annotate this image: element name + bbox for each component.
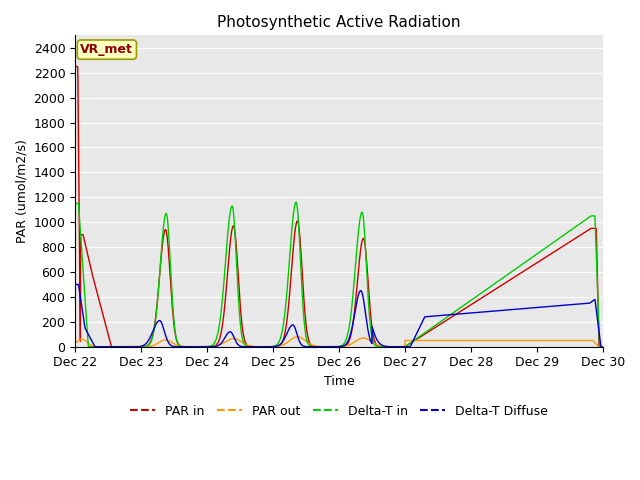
Delta-T in <box>599 344 607 349</box>
PAR in <box>243 342 250 348</box>
PAR out <box>243 342 250 348</box>
Delta-T Diffuse <box>263 344 271 349</box>
Line: PAR in: PAR in <box>75 66 603 347</box>
PAR in <box>108 344 115 349</box>
Delta-T Diffuse <box>568 302 575 308</box>
PAR in <box>570 236 578 242</box>
Line: PAR out: PAR out <box>75 337 603 347</box>
Delta-T Diffuse <box>599 344 607 349</box>
PAR out <box>71 340 79 346</box>
Delta-T Diffuse <box>91 344 99 349</box>
Line: Delta-T Diffuse: Delta-T Diffuse <box>75 285 603 347</box>
Line: Delta-T in: Delta-T in <box>75 202 603 347</box>
Text: VR_met: VR_met <box>81 43 133 56</box>
PAR in <box>71 63 79 69</box>
PAR in <box>205 344 213 349</box>
PAR out <box>263 344 271 349</box>
Delta-T Diffuse <box>71 282 79 288</box>
Delta-T in <box>292 199 300 205</box>
PAR out <box>294 334 301 340</box>
PAR in <box>599 344 607 349</box>
Delta-T in <box>205 344 213 349</box>
PAR in <box>349 319 357 325</box>
Delta-T in <box>84 344 92 349</box>
PAR out <box>568 337 575 343</box>
Legend: PAR in, PAR out, Delta-T in, Delta-T Diffuse: PAR in, PAR out, Delta-T in, Delta-T Dif… <box>125 400 553 423</box>
Delta-T in <box>571 225 579 230</box>
PAR out <box>571 337 579 343</box>
Delta-T in <box>243 343 250 349</box>
Delta-T in <box>71 201 79 206</box>
PAR in <box>263 344 271 349</box>
X-axis label: Time: Time <box>324 375 355 388</box>
Delta-T Diffuse <box>243 344 250 349</box>
PAR out <box>91 344 99 349</box>
Delta-T Diffuse <box>570 301 578 307</box>
PAR in <box>568 238 575 244</box>
Delta-T in <box>349 287 357 293</box>
PAR out <box>349 340 357 346</box>
PAR out <box>205 344 213 349</box>
Delta-T Diffuse <box>205 344 213 349</box>
Delta-T in <box>263 344 271 349</box>
Delta-T in <box>568 227 575 232</box>
Delta-T Diffuse <box>349 319 357 325</box>
Title: Photosynthetic Active Radiation: Photosynthetic Active Radiation <box>217 15 461 30</box>
Y-axis label: PAR (umol/m2/s): PAR (umol/m2/s) <box>15 139 28 243</box>
PAR out <box>599 344 607 349</box>
